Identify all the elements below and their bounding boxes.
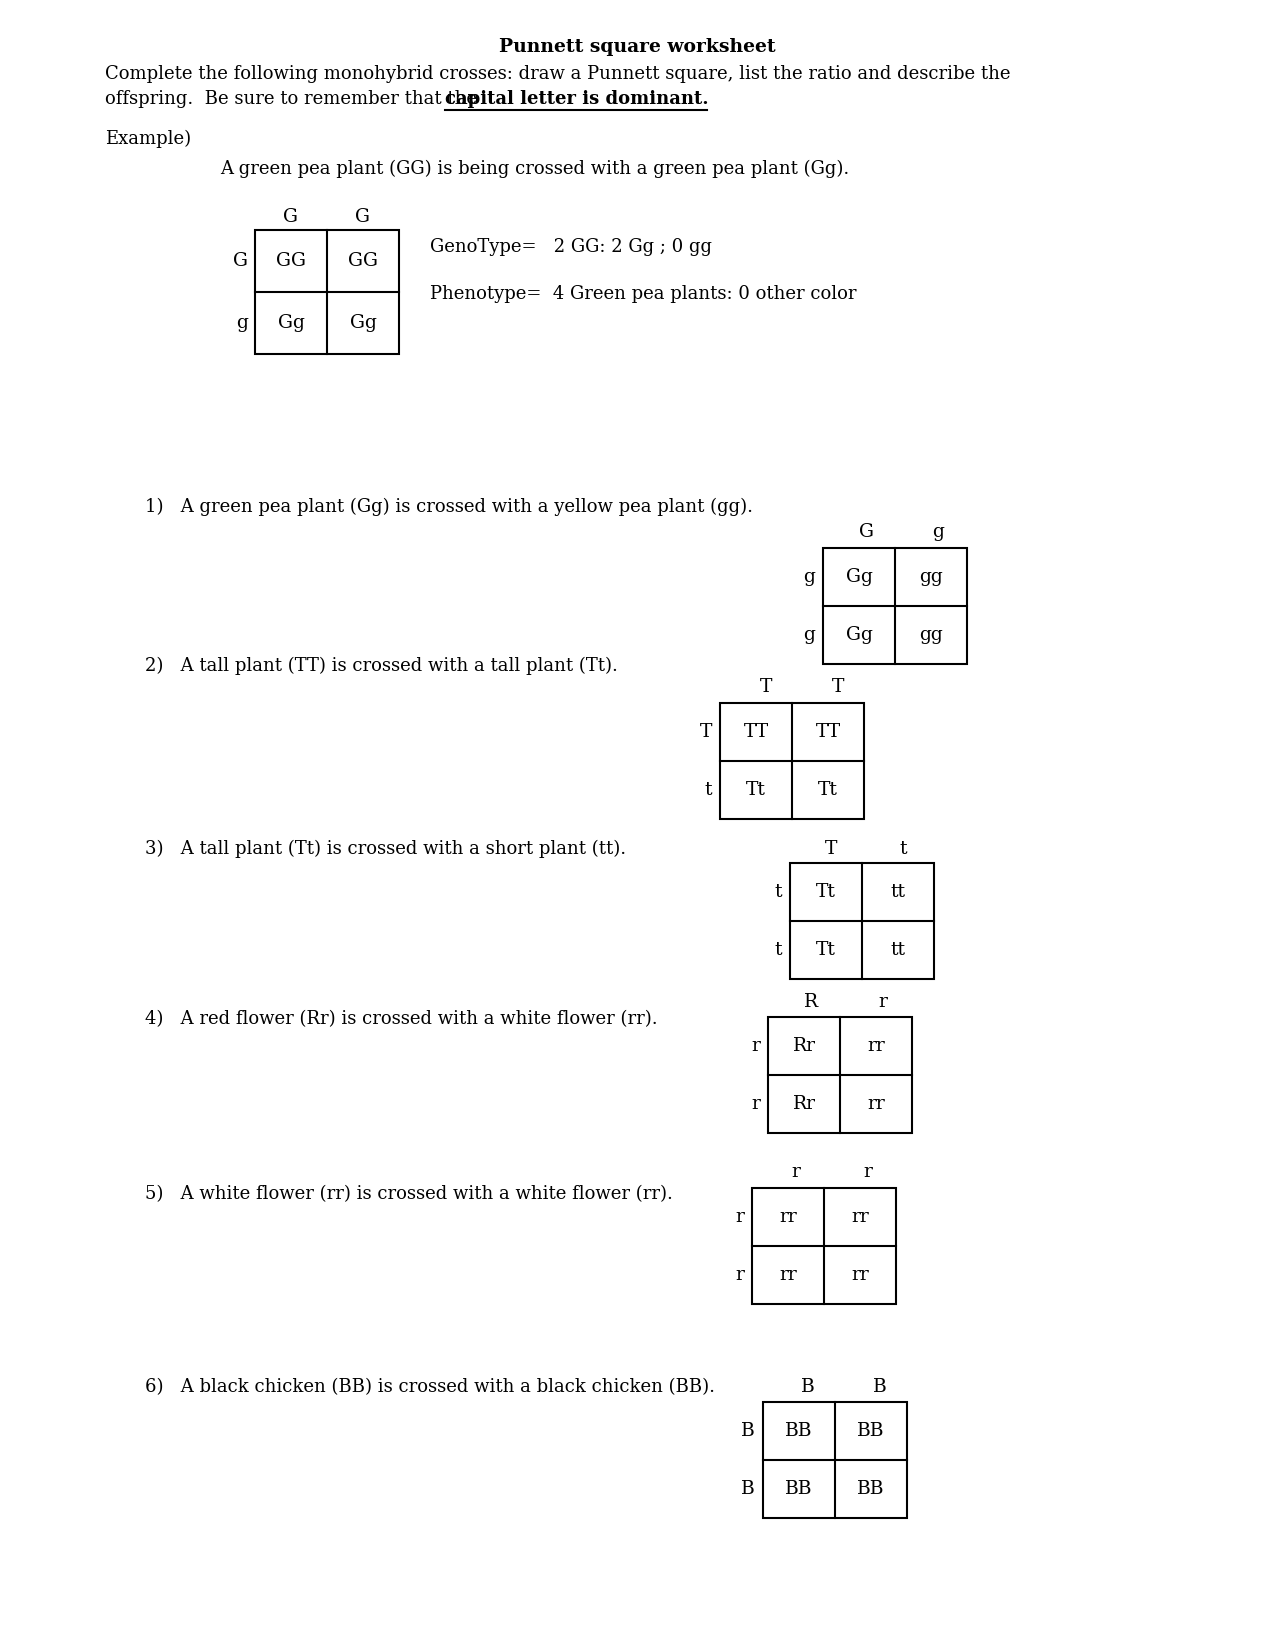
Text: BB: BB xyxy=(785,1422,812,1440)
Text: t: t xyxy=(705,781,711,799)
Text: capital letter is dominant.: capital letter is dominant. xyxy=(445,91,709,107)
Text: Tt: Tt xyxy=(816,883,836,901)
Text: r: r xyxy=(736,1209,745,1227)
Text: tt: tt xyxy=(890,941,905,959)
Text: gg: gg xyxy=(919,568,944,586)
Text: G: G xyxy=(283,208,297,226)
Bar xyxy=(768,1017,912,1133)
Text: Example): Example) xyxy=(105,130,191,149)
Text: T: T xyxy=(825,840,838,859)
Bar xyxy=(762,1402,907,1517)
Text: Tt: Tt xyxy=(819,781,838,799)
Text: B: B xyxy=(873,1379,887,1397)
Bar xyxy=(255,229,399,353)
Text: Phenotype=  4 Green pea plants: 0 other color: Phenotype= 4 Green pea plants: 0 other c… xyxy=(430,286,857,304)
Bar xyxy=(790,863,935,979)
Text: offspring.  Be sure to remember that the: offspring. Be sure to remember that the xyxy=(105,91,483,107)
Text: 3)   A tall plant (Tt) is crossed with a short plant (tt).: 3) A tall plant (Tt) is crossed with a s… xyxy=(145,840,626,859)
Text: tt: tt xyxy=(890,883,905,901)
Text: BB: BB xyxy=(785,1479,812,1497)
Text: g: g xyxy=(932,523,944,542)
Text: TT: TT xyxy=(816,723,840,741)
Text: BB: BB xyxy=(857,1422,885,1440)
Text: r: r xyxy=(863,1162,872,1180)
Text: g: g xyxy=(803,568,815,586)
Text: BB: BB xyxy=(857,1479,885,1497)
Text: Rr: Rr xyxy=(793,1037,816,1055)
Text: 5)   A white flower (rr) is crossed with a white flower (rr).: 5) A white flower (rr) is crossed with a… xyxy=(145,1185,673,1204)
Text: 2)   A tall plant (TT) is crossed with a tall plant (Tt).: 2) A tall plant (TT) is crossed with a t… xyxy=(145,657,618,675)
Text: Gg: Gg xyxy=(845,626,872,644)
Text: rr: rr xyxy=(867,1095,885,1113)
Text: rr: rr xyxy=(852,1209,868,1227)
Text: rr: rr xyxy=(779,1266,797,1284)
Text: rr: rr xyxy=(779,1209,797,1227)
Text: B: B xyxy=(741,1479,755,1497)
Text: 6)   A black chicken (BB) is crossed with a black chicken (BB).: 6) A black chicken (BB) is crossed with … xyxy=(145,1379,715,1397)
Text: R: R xyxy=(805,992,819,1010)
Bar xyxy=(752,1189,896,1304)
Text: Tt: Tt xyxy=(816,941,836,959)
Text: G: G xyxy=(354,208,370,226)
Text: Punnett square worksheet: Punnett square worksheet xyxy=(500,38,775,56)
Text: rr: rr xyxy=(867,1037,885,1055)
Text: G: G xyxy=(233,253,249,271)
Text: GenoType=   2 GG: 2 Gg ; 0 gg: GenoType= 2 GG: 2 Gg ; 0 gg xyxy=(430,238,711,256)
Text: G: G xyxy=(858,523,873,542)
Text: rr: rr xyxy=(852,1266,868,1284)
Bar xyxy=(720,703,864,819)
Text: Gg: Gg xyxy=(349,314,376,332)
Text: t: t xyxy=(774,883,782,901)
Text: t: t xyxy=(899,840,907,859)
Text: GG: GG xyxy=(275,253,306,271)
Text: A green pea plant (GG) is being crossed with a green pea plant (Gg).: A green pea plant (GG) is being crossed … xyxy=(221,160,849,178)
Text: t: t xyxy=(774,941,782,959)
Text: T: T xyxy=(760,679,773,697)
Text: T: T xyxy=(700,723,711,741)
Text: r: r xyxy=(751,1095,760,1113)
Text: g: g xyxy=(803,626,815,644)
Text: B: B xyxy=(741,1422,755,1440)
Text: r: r xyxy=(751,1037,760,1055)
Text: Rr: Rr xyxy=(793,1095,816,1113)
Bar xyxy=(822,548,966,664)
Text: Gg: Gg xyxy=(845,568,872,586)
Text: 4)   A red flower (Rr) is crossed with a white flower (rr).: 4) A red flower (Rr) is crossed with a w… xyxy=(145,1010,658,1029)
Text: Gg: Gg xyxy=(278,314,305,332)
Text: T: T xyxy=(831,679,844,697)
Text: g: g xyxy=(236,314,249,332)
Text: r: r xyxy=(878,992,887,1010)
Text: gg: gg xyxy=(919,626,944,644)
Text: r: r xyxy=(736,1266,745,1284)
Text: 1)   A green pea plant (Gg) is crossed with a yellow pea plant (gg).: 1) A green pea plant (Gg) is crossed wit… xyxy=(145,499,754,517)
Text: TT: TT xyxy=(743,723,769,741)
Text: Tt: Tt xyxy=(746,781,766,799)
Text: Complete the following monohybrid crosses: draw a Punnett square, list the ratio: Complete the following monohybrid crosse… xyxy=(105,64,1011,83)
Text: r: r xyxy=(792,1162,801,1180)
Text: GG: GG xyxy=(348,253,377,271)
Text: B: B xyxy=(801,1379,815,1397)
